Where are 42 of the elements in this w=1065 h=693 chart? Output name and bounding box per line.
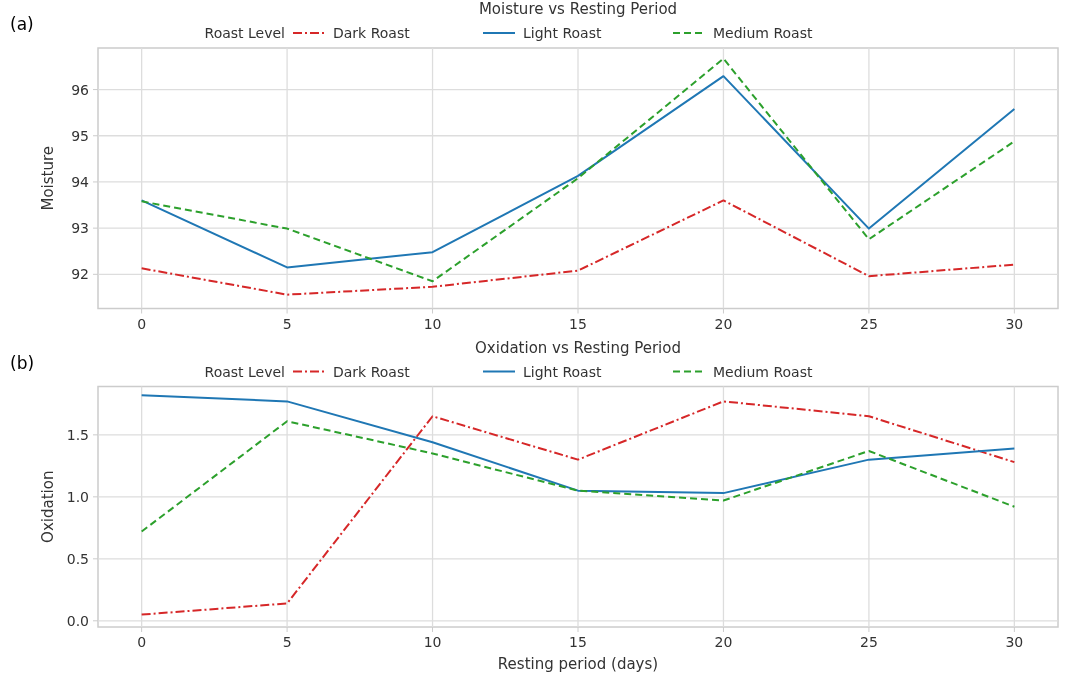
x-tick-label: 30 [1005,315,1024,332]
y-tick-label: 94 [71,173,90,190]
x-tick-label: 10 [423,315,442,332]
legend-title: Roast Level [204,363,285,380]
legend-label: Medium Roast [713,363,813,380]
x-axis-title: Resting period (days) [497,655,659,673]
x-tick-label: 20 [714,315,733,332]
x-tick-label: 25 [860,634,878,650]
x-tick-label: 0 [137,634,147,650]
text: (a) [10,14,34,34]
y-tick-label: 1.5 [66,426,89,443]
legend-label: Light Roast [523,25,602,41]
y-tick-label: 96 [71,81,90,98]
chart-title: Moisture vs Resting Period [478,0,678,18]
x-tick-label: 15 [569,634,587,650]
legend-label: Light Roast [523,363,602,380]
x-tick-label: 15 [569,315,587,332]
y-axis-title: Moisture [39,145,57,211]
x-tick-label: 20 [714,634,733,650]
chart-title: Oxidation vs Resting Period [475,338,681,357]
legend-title: Roast Level [204,25,285,41]
y-tick-label: 1.0 [66,488,89,505]
x-tick-label: 30 [1005,634,1024,650]
x-tick-label: 5 [282,634,292,650]
y-tick-label: 0.5 [66,550,89,567]
x-tick-label: 10 [423,634,442,650]
line-series [140,400,1016,616]
y-tick-label: 95 [71,127,89,144]
x-tick-label: 5 [282,315,292,332]
legend-label: Dark Roast [333,363,411,380]
y-tick-label: 92 [71,266,89,283]
x-tick-label: 0 [137,315,147,332]
text: (b) [10,352,35,373]
line-series [140,394,1016,495]
y-tick-label: 0.0 [66,612,89,629]
y-tick-label: 93 [71,220,89,237]
legend-label: Dark Roast [333,25,411,41]
line-series [140,420,1016,533]
x-tick-label: 25 [860,315,878,332]
line-series [140,199,1016,296]
legend-label: Medium Roast [713,25,813,41]
y-axis-title: Oxidation [39,470,57,543]
